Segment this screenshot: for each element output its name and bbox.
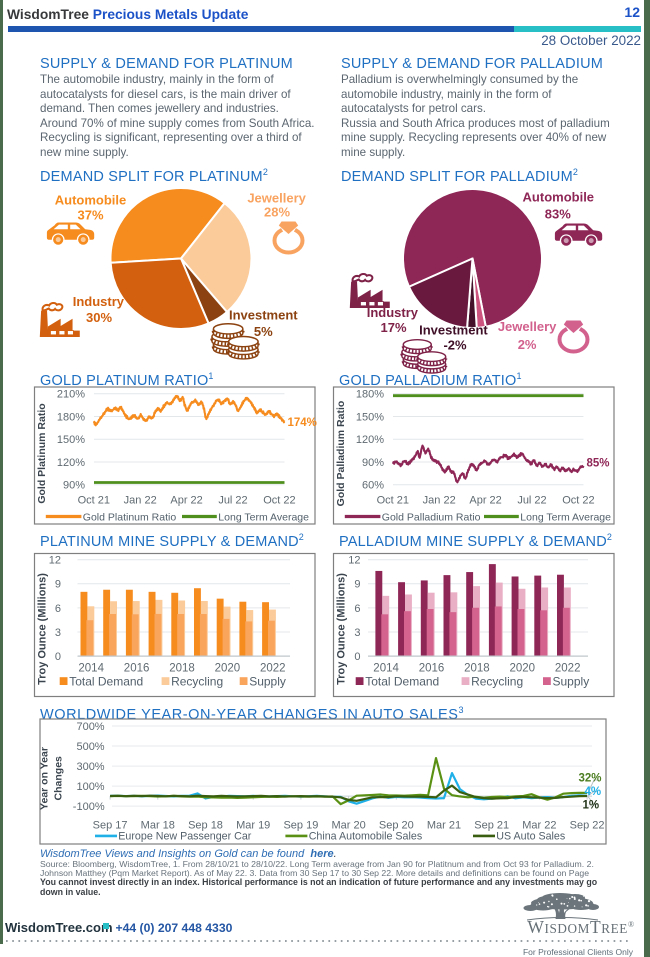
svg-text:Jewellery: Jewellery bbox=[247, 191, 306, 206]
svg-text:Long Term Average: Long Term Average bbox=[520, 511, 611, 523]
svg-text:0: 0 bbox=[354, 651, 360, 663]
svg-text:174%: 174% bbox=[288, 417, 317, 429]
svg-text:3: 3 bbox=[354, 627, 360, 639]
svg-text:32%: 32% bbox=[579, 772, 602, 784]
svg-text:100%: 100% bbox=[76, 781, 104, 793]
svg-text:Automobile: Automobile bbox=[523, 190, 595, 205]
svg-text:85%: 85% bbox=[587, 457, 610, 469]
svg-text:5%: 5% bbox=[254, 324, 273, 339]
svg-text:0: 0 bbox=[55, 651, 61, 663]
svg-text:Oct 21: Oct 21 bbox=[377, 495, 409, 507]
svg-text:Supply: Supply bbox=[553, 675, 590, 689]
svg-text:Year on Year: Year on Year bbox=[39, 747, 51, 810]
svg-text:Oct 22: Oct 22 bbox=[562, 495, 594, 507]
svg-text:2016: 2016 bbox=[419, 662, 445, 674]
svg-text:2014: 2014 bbox=[78, 662, 104, 674]
svg-text:6: 6 bbox=[354, 603, 360, 615]
svg-text:Apr 22: Apr 22 bbox=[170, 495, 202, 507]
svg-text:9: 9 bbox=[354, 579, 360, 591]
svg-text:9: 9 bbox=[55, 579, 61, 591]
svg-text:150%: 150% bbox=[356, 411, 384, 423]
svg-text:1%: 1% bbox=[583, 799, 600, 811]
svg-text:150%: 150% bbox=[57, 434, 85, 446]
svg-text:2022: 2022 bbox=[260, 662, 286, 674]
svg-text:Sep 19: Sep 19 bbox=[283, 819, 318, 831]
svg-text:28%: 28% bbox=[264, 205, 290, 220]
svg-text:Total Demand: Total Demand bbox=[365, 675, 439, 689]
svg-text:Troy Ounce (Millions): Troy Ounce (Millions) bbox=[336, 573, 348, 685]
svg-text:Industry: Industry bbox=[367, 305, 419, 320]
svg-text:Supply: Supply bbox=[249, 675, 286, 689]
svg-text:2018: 2018 bbox=[169, 662, 195, 674]
svg-text:Jul 22: Jul 22 bbox=[218, 495, 247, 507]
svg-text:Gold Platinum Ratio: Gold Platinum Ratio bbox=[83, 511, 177, 523]
svg-text:180%: 180% bbox=[356, 389, 384, 401]
svg-text:Mar 20: Mar 20 bbox=[331, 819, 365, 831]
svg-text:180%: 180% bbox=[57, 411, 85, 423]
svg-text:Sep 18: Sep 18 bbox=[188, 819, 223, 831]
svg-text:Total Demand: Total Demand bbox=[69, 675, 143, 689]
svg-text:90%: 90% bbox=[362, 457, 384, 469]
svg-text:-100%: -100% bbox=[73, 801, 105, 813]
svg-text:12: 12 bbox=[348, 555, 360, 567]
svg-text:Recycling: Recycling bbox=[471, 675, 523, 689]
svg-text:700%: 700% bbox=[76, 721, 104, 733]
svg-text:Mar 19: Mar 19 bbox=[236, 819, 270, 831]
svg-text:3: 3 bbox=[55, 627, 61, 639]
svg-text:-2%: -2% bbox=[443, 338, 467, 353]
svg-text:Gold Platinum Ratio: Gold Platinum Ratio bbox=[36, 403, 48, 503]
svg-text:Mar 18: Mar 18 bbox=[141, 819, 175, 831]
svg-text:500%: 500% bbox=[76, 741, 104, 753]
svg-text:210%: 210% bbox=[57, 389, 85, 401]
svg-text:Automobile: Automobile bbox=[55, 192, 127, 207]
svg-text:2020: 2020 bbox=[510, 662, 536, 674]
svg-text:Investment: Investment bbox=[229, 307, 298, 322]
svg-text:Sep 22: Sep 22 bbox=[570, 819, 605, 831]
svg-text:Apr 22: Apr 22 bbox=[469, 495, 501, 507]
svg-text:17%: 17% bbox=[380, 320, 406, 335]
svg-text:Oct 22: Oct 22 bbox=[263, 495, 295, 507]
svg-text:Mar 22: Mar 22 bbox=[522, 819, 556, 831]
svg-text:Investment: Investment bbox=[419, 322, 488, 337]
svg-text:Oct 21: Oct 21 bbox=[78, 495, 110, 507]
svg-text:2022: 2022 bbox=[555, 662, 581, 674]
svg-text:Jan 22: Jan 22 bbox=[124, 495, 157, 507]
svg-text:300%: 300% bbox=[76, 761, 104, 773]
svg-text:6: 6 bbox=[55, 603, 61, 615]
svg-text:Jewellery: Jewellery bbox=[498, 319, 557, 334]
svg-text:2%: 2% bbox=[518, 337, 537, 352]
svg-text:Sep 20: Sep 20 bbox=[379, 819, 414, 831]
svg-text:120%: 120% bbox=[57, 457, 85, 469]
svg-text:60%: 60% bbox=[362, 480, 384, 492]
svg-text:Mar 21: Mar 21 bbox=[427, 819, 461, 831]
svg-text:12: 12 bbox=[49, 555, 61, 567]
svg-text:Gold Palladium Ratio: Gold Palladium Ratio bbox=[382, 511, 481, 523]
svg-text:Jul 22: Jul 22 bbox=[517, 495, 546, 507]
svg-text:83%: 83% bbox=[545, 207, 571, 222]
svg-text:90%: 90% bbox=[63, 480, 85, 492]
svg-text:37%: 37% bbox=[77, 207, 103, 222]
svg-text:Industry: Industry bbox=[73, 294, 125, 309]
svg-text:Changes: Changes bbox=[53, 756, 65, 801]
svg-text:Europe New Passenger Car: Europe New Passenger Car bbox=[118, 831, 252, 843]
svg-text:2016: 2016 bbox=[124, 662, 150, 674]
svg-text:Sep 17: Sep 17 bbox=[93, 819, 128, 831]
svg-text:Gold Palladium Ratio: Gold Palladium Ratio bbox=[335, 401, 347, 507]
svg-text:4%: 4% bbox=[585, 786, 602, 798]
svg-text:2020: 2020 bbox=[215, 662, 241, 674]
svg-text:US Auto Sales: US Auto Sales bbox=[496, 831, 565, 843]
svg-text:Jan 22: Jan 22 bbox=[423, 495, 456, 507]
svg-text:30%: 30% bbox=[86, 310, 112, 325]
svg-text:2014: 2014 bbox=[373, 662, 399, 674]
svg-text:2018: 2018 bbox=[464, 662, 490, 674]
svg-text:Long Term Average: Long Term Average bbox=[218, 511, 309, 523]
svg-text:China Automobile Sales: China Automobile Sales bbox=[309, 831, 422, 843]
svg-text:Sep 21: Sep 21 bbox=[474, 819, 509, 831]
svg-text:Troy Ounce (Millions): Troy Ounce (Millions) bbox=[37, 573, 49, 685]
svg-text:120%: 120% bbox=[356, 434, 384, 446]
svg-text:Recycling: Recycling bbox=[171, 675, 223, 689]
